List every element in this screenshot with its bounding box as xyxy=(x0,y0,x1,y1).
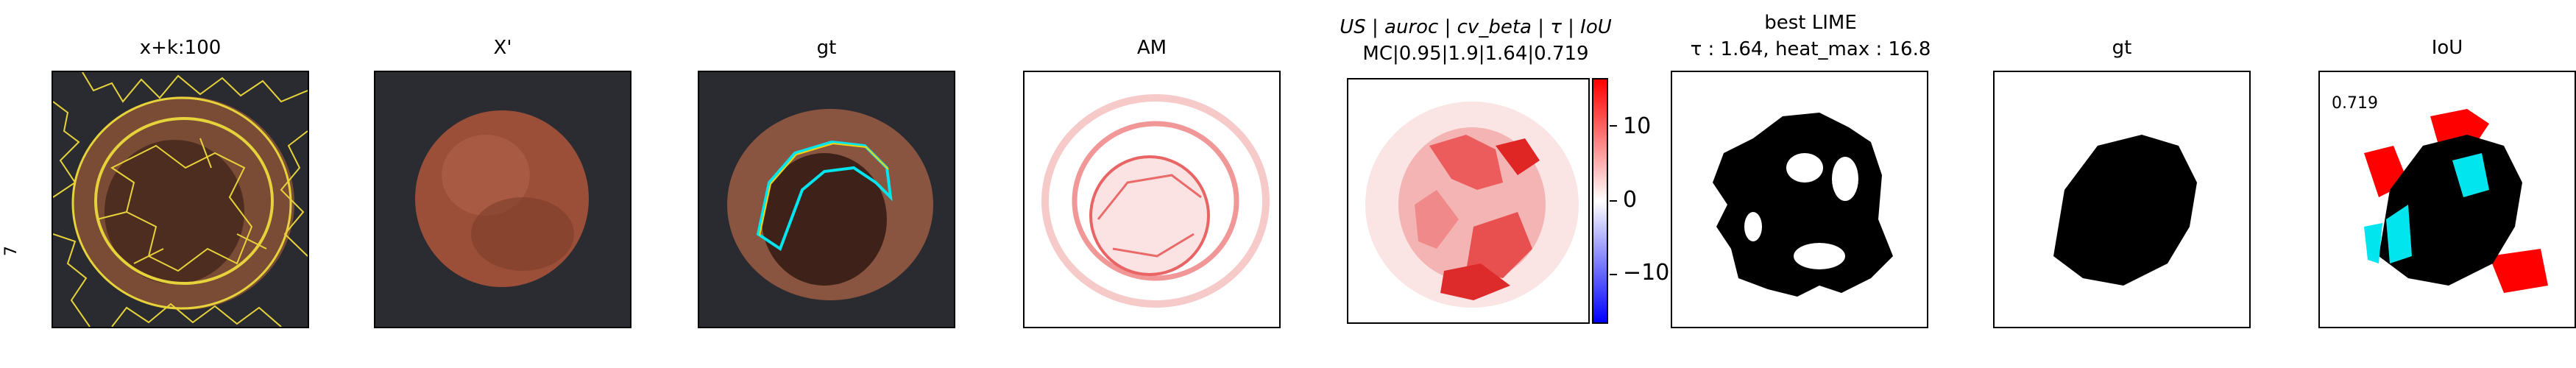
row-label-line2: 7 xyxy=(2,246,21,256)
title-panel-5-line2: MC|0.95|1.9|1.64|0.719 xyxy=(1362,43,1589,65)
title-panel-8: IoU xyxy=(2431,37,2463,59)
title-panel-4: AM xyxy=(1136,37,1167,59)
row-label: crack 7 xyxy=(0,177,44,258)
panel-iou xyxy=(2318,71,2576,328)
title-panel-1: x+k:100 xyxy=(139,37,222,59)
panel-best-lime xyxy=(1671,71,1928,328)
colorbar-tick-0 xyxy=(1610,200,1617,202)
title-panel-2: X' xyxy=(493,37,512,59)
colorbar xyxy=(1592,78,1608,324)
iou-value-label: 0.719 xyxy=(2332,94,2378,113)
panel-x-prime-image xyxy=(374,71,631,328)
colorbar-label-neg10: −10 xyxy=(1623,260,1670,286)
title-panel-7: gt xyxy=(2112,37,2132,59)
panel-superpixel-image xyxy=(52,71,309,328)
panel-gt-overlay xyxy=(698,71,955,328)
colorbar-label-10: 10 xyxy=(1623,113,1652,139)
title-panel-6-line1: best LIME xyxy=(1764,12,1857,34)
panel-us-heatmap xyxy=(1347,78,1590,324)
colorbar-tick-neg10 xyxy=(1610,274,1617,275)
panel-am xyxy=(1023,71,1281,328)
title-panel-5-line1: US | auroc | cv_beta | τ | IoU xyxy=(1340,16,1612,38)
title-panel-6-line2: τ : 1.64, heat_max : 16.8 xyxy=(1690,38,1931,60)
colorbar-label-0: 0 xyxy=(1623,187,1638,213)
title-panel-3: gt xyxy=(816,37,837,59)
colorbar-tick-10 xyxy=(1610,125,1617,127)
panel-gt-mask xyxy=(1993,71,2251,328)
